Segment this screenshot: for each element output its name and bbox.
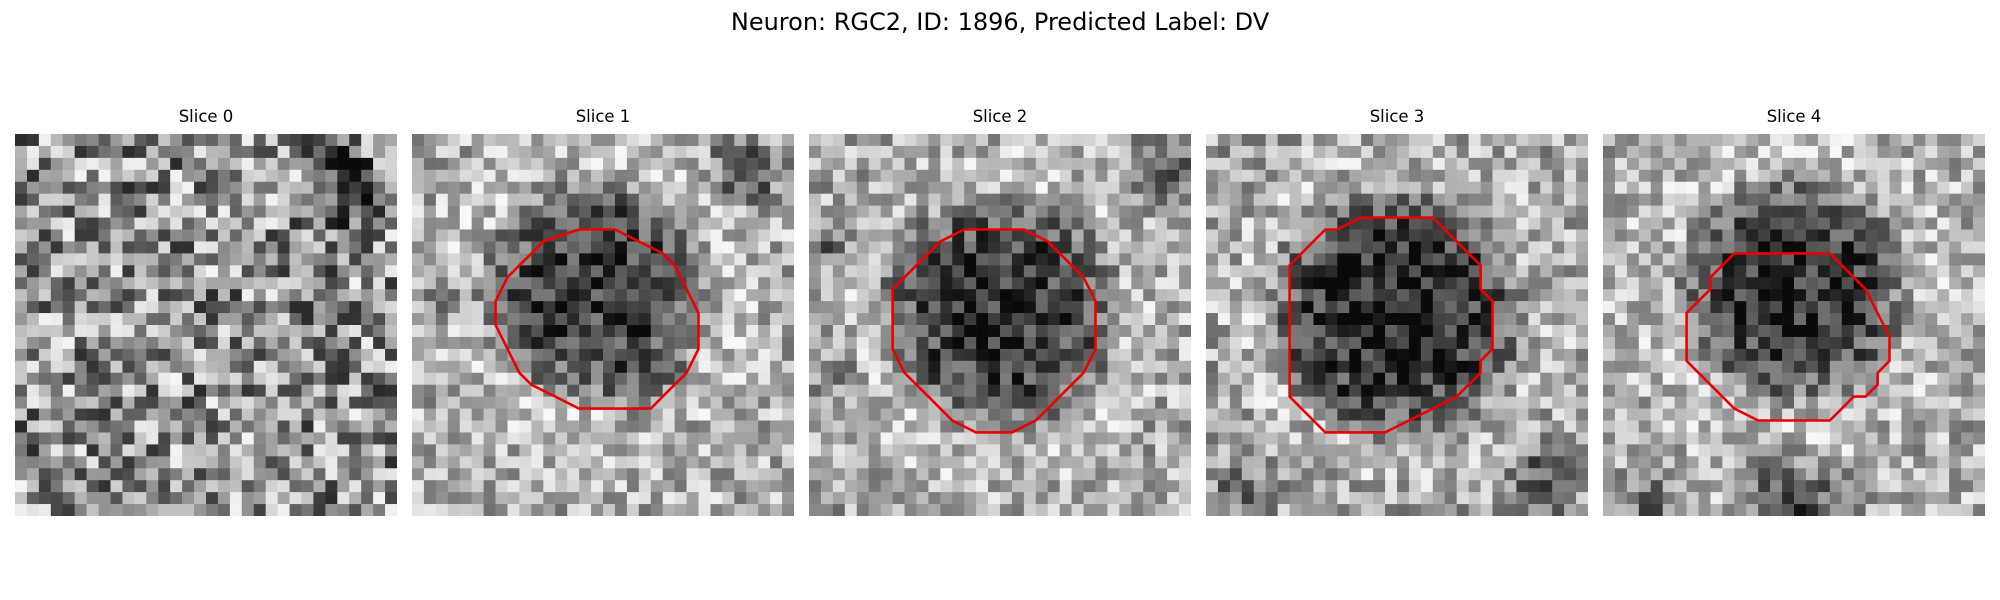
slice-image [1206, 134, 1588, 516]
roi-outline [1685, 252, 1891, 422]
slice-panel-3: Slice 3 [1206, 106, 1588, 516]
pixel-grid [1206, 134, 1588, 516]
pixel-grid [809, 134, 1191, 516]
roi-outline [891, 228, 1097, 434]
slice-panel-0: Slice 0 [15, 106, 397, 516]
slice-panel-4: Slice 4 [1603, 106, 1985, 516]
slice-title: Slice 2 [972, 107, 1028, 126]
roi-outline [1288, 216, 1494, 434]
pixel-grid [412, 134, 794, 516]
slice-title: Slice 3 [1369, 107, 1425, 126]
figure-title: Neuron: RGC2, ID: 1896, Predicted Label:… [730, 8, 1270, 36]
slice-image [1603, 134, 1985, 516]
slice-image [15, 134, 397, 516]
slice-title: Slice 1 [575, 107, 631, 126]
pixel-grid [15, 134, 397, 516]
slice-panel-1: Slice 1 [412, 106, 794, 516]
slice-panel-2: Slice 2 [809, 106, 1191, 516]
slice-title: Slice 0 [178, 107, 234, 126]
slice-image [809, 134, 1191, 516]
slice-image [412, 134, 794, 516]
slice-title: Slice 4 [1766, 107, 1822, 126]
roi-outline [494, 228, 700, 410]
pixel-grid [1603, 134, 1985, 516]
